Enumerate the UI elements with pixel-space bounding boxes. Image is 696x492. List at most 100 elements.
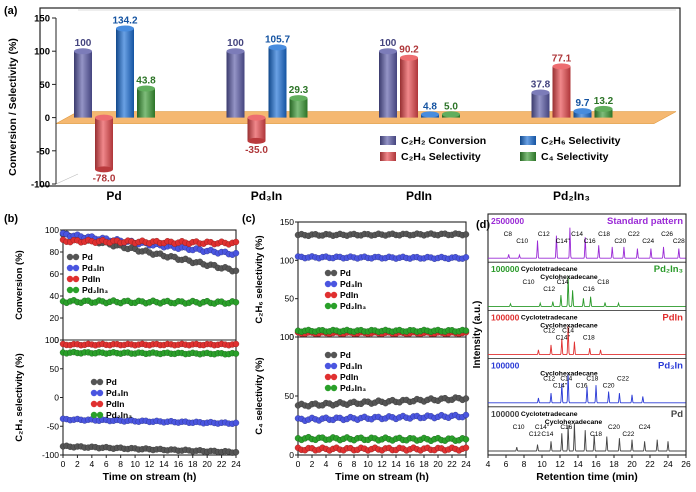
panel-label: (b) [4,213,18,225]
peak-label: C18 [597,279,609,286]
legend-marker [96,378,104,386]
trace-Pd [488,423,686,452]
x-tick-label: 12 [555,459,565,469]
y-tick-label: -50 [47,421,60,431]
peak-label: Cyclohexadecane [540,274,598,281]
y-tick-label: 80 [50,247,60,257]
peak-label: C22 [628,231,640,238]
legend-marker [330,269,338,277]
bar-Pd₃In-C₂H₆ Selectivity [268,47,287,118]
category-label: Pd₂In₃ [553,189,590,203]
y-tick-label: -100 [42,450,59,460]
bar-cap [552,63,571,70]
bar-cap [268,44,287,51]
x-tick-label: 2 [75,459,80,469]
legend-entry: Pd [106,377,117,387]
legend-swatch [380,152,396,161]
x-tick-label: 26 [681,459,691,469]
legend-swatch [520,152,536,161]
point-Pd₂In₃ [232,350,240,357]
bar-value-label: 4.8 [423,101,437,112]
x-tick-label: 4 [89,459,94,469]
peak-label: C14" [556,238,571,245]
peak-label: C18 [586,376,598,383]
legend-marker [330,373,338,381]
point-Pd [232,267,240,275]
legend-entry: PdIn [340,290,358,300]
peak-label: C24 [642,238,654,245]
x-tick-label: 18 [188,459,198,469]
legend-marker [72,275,80,283]
y-axis-label: C₂H₄ selectivity (%) [14,353,25,441]
panel-label: (d) [476,219,490,231]
peak-label: C10 [523,279,535,286]
bar-Pd-C₂H₂ Conversion [74,51,92,118]
peak-label: C22 [622,431,634,438]
x-tick-label: 8 [118,459,123,469]
y-tick-label: 50 [50,364,60,374]
bar-value-label: 77.1 [552,53,572,64]
bar-Pd₃In-C₄ Selectivity [289,98,308,118]
y-tick-label: 0 [54,335,59,345]
x-tick-label: 0 [296,459,301,469]
legend-marker [324,384,332,392]
legend-marker [324,280,332,288]
bar-cap [594,105,613,112]
peak-label: C26 [661,231,673,238]
peak-label: Cyclotetradecane [521,266,578,273]
y-tick-label: 150 [280,217,294,227]
legend-marker [90,411,98,419]
x-tick-label: 6 [104,459,109,469]
x-tick-label: 10 [130,459,140,469]
x-tick-label: 14 [573,459,583,469]
legend-swatch [380,136,396,145]
peak-label: Cyclohexadecane [540,322,598,329]
legend-marker [324,291,332,299]
legend-marker [324,362,332,370]
bar-cap [421,111,439,118]
peak-label: Cyclotetradecane [521,411,578,418]
x-tick-label: 6 [338,459,343,469]
peak-label: C18 [590,431,602,438]
point-PdIn [232,340,240,348]
y-tick-label: 60 [50,269,60,279]
y-tick-label: 50 [39,80,50,91]
x-tick-label: 24 [461,459,471,469]
trace-name: PdIn [662,312,683,323]
legend-marker [324,302,332,310]
bar-bottom-cap [95,166,113,173]
legend-marker [324,269,332,277]
point-Pd [232,448,240,456]
legend-swatch [520,136,536,145]
legend-entry: Pd [82,252,93,262]
bar-cap [95,114,113,121]
legend-marker [90,378,98,386]
x-axis-label: Retention time (min) [536,471,638,483]
x-tick-label: 10 [537,459,547,469]
peak-label: C14 [571,231,583,238]
bar-value-label: 37.8 [531,80,551,91]
peak-label: C28 [673,238,685,245]
y-tick-label: 100 [45,335,59,345]
y-tick-label: 40 [50,291,60,301]
x-axis-label: Time on stream (h) [335,471,429,483]
bar-cap [226,48,245,55]
peak-label: C14" [556,334,571,341]
bar-value-label: 100 [380,38,397,49]
bar-cap [137,85,155,92]
peak-label: C14" [535,424,550,431]
trace-scale: 100000 [491,409,520,419]
peak-label: C14 [560,376,572,383]
point-Pd₂In₃ [462,327,470,334]
bar-value-label: 13.2 [594,96,614,107]
peak-label: C16 [560,424,572,431]
x-tick-label: 24 [231,459,241,469]
legend-entry: C₂H₄ Selectivity [401,151,481,163]
legend-marker [330,351,338,359]
x-tick-label: 16 [174,459,184,469]
legend-entry: Pd₂In₃ [82,285,108,295]
x-tick-label: 12 [377,459,387,469]
x-tick-label: 4 [486,459,491,469]
peak-label: Cyclotetradecane [521,314,578,321]
bar-cap [379,48,397,55]
